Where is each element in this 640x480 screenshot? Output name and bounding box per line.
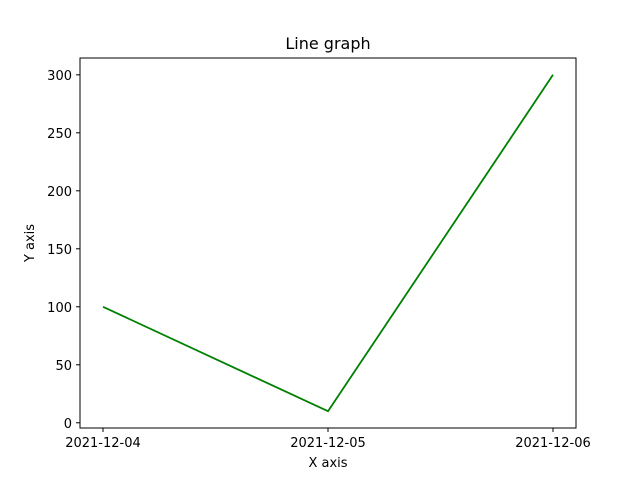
y-tick-label: 100 — [47, 301, 72, 316]
y-tick-label: 250 — [47, 127, 72, 142]
y-axis-ticks: 0 50 100 150 200 250 300 — [47, 69, 80, 432]
x-tick-label: 2021-12-05 — [290, 436, 366, 451]
y-tick-label: 200 — [47, 185, 72, 200]
plot-frame — [79, 57, 577, 429]
chart-title: Line graph — [285, 34, 370, 53]
x-tick-label: 2021-12-06 — [515, 436, 591, 451]
plot-area — [80, 58, 576, 428]
x-axis-label: X axis — [308, 456, 347, 471]
x-tick-label: 2021-12-04 — [65, 436, 141, 451]
y-tick-label: 0 — [64, 417, 72, 432]
y-tick-label: 300 — [47, 69, 72, 84]
series-layer — [102, 74, 554, 413]
y-tick-label: 150 — [47, 243, 72, 258]
series-line — [102, 74, 554, 413]
y-tick-label: 50 — [55, 359, 72, 374]
x-axis-ticks: 2021-12-04 2021-12-05 2021-12-06 — [65, 428, 591, 451]
y-axis-label: Y axis — [23, 224, 38, 263]
